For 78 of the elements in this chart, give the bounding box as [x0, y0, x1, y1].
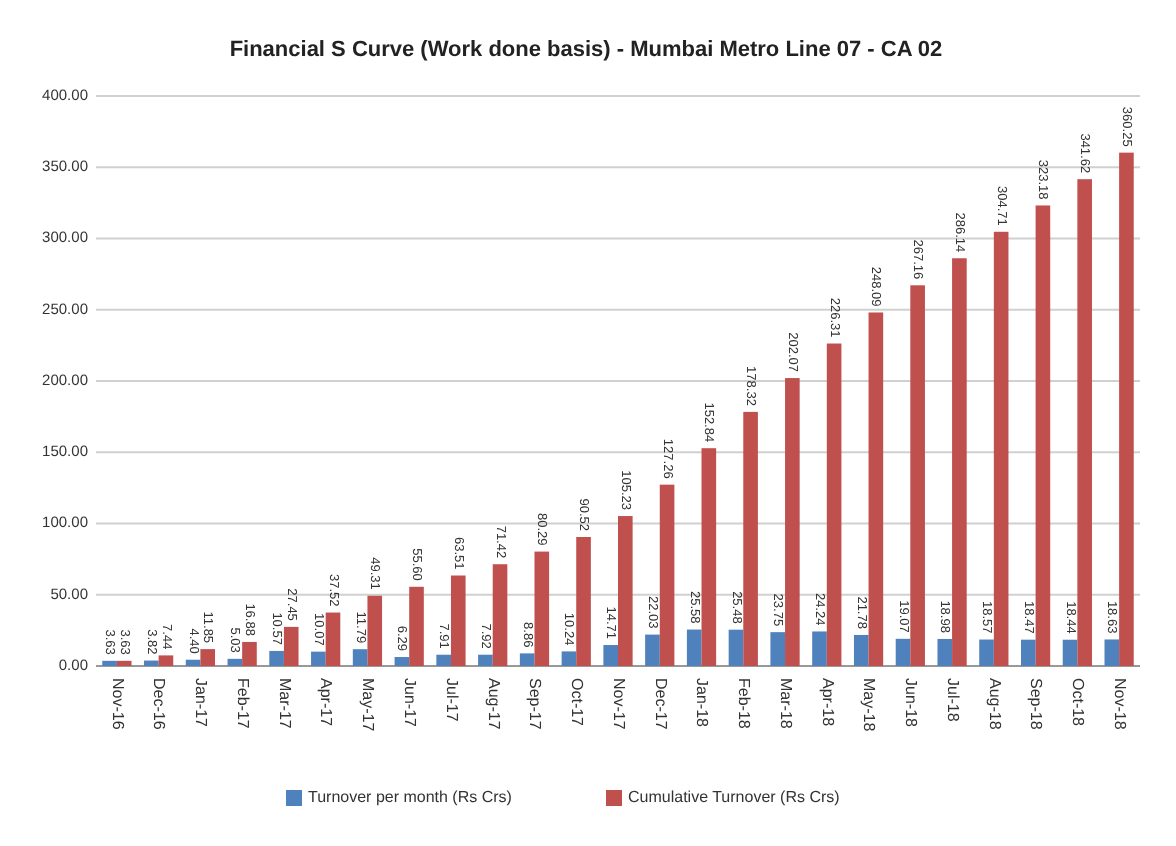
legend-label: Turnover per month (Rs Crs) — [308, 788, 513, 807]
bar — [826, 343, 842, 666]
legend-label: Cumulative Turnover (Rs Crs) — [628, 788, 841, 807]
bar — [227, 658, 243, 666]
x-tick-label: Oct-18 — [1069, 678, 1088, 728]
bar — [436, 654, 451, 666]
bar — [519, 653, 535, 666]
x-tick-label: Apr-18 — [818, 678, 837, 728]
bar — [1062, 639, 1078, 666]
x-tick-label: Mar-18 — [776, 678, 795, 730]
bar — [116, 660, 132, 666]
x-tick-label: Nov-17 — [609, 678, 628, 731]
bar — [1119, 152, 1134, 666]
x-tick-label: Mar-17 — [275, 678, 294, 730]
bar — [478, 654, 493, 666]
x-tick-label: Aug-17 — [484, 678, 503, 731]
bar — [450, 575, 466, 666]
x-tick-label: Dec-16 — [150, 678, 169, 731]
bar — [325, 612, 341, 666]
x-tick-label: Oct-17 — [568, 678, 587, 728]
bar — [367, 595, 383, 666]
bar — [102, 660, 117, 666]
bar — [895, 638, 911, 666]
x-tick-label: May-17 — [359, 678, 378, 733]
x-tick-label: Feb-17 — [233, 678, 252, 730]
bar — [603, 645, 618, 666]
x-tick-label: Nov-16 — [108, 678, 127, 731]
x-tick-label: May-18 — [860, 678, 879, 733]
x-tick-label: Jun-17 — [400, 678, 419, 729]
bar — [868, 312, 884, 666]
bar — [952, 258, 967, 666]
bar — [1077, 179, 1092, 666]
bar — [785, 378, 800, 666]
bar — [200, 649, 216, 666]
bar — [1035, 205, 1051, 666]
bar — [144, 660, 159, 666]
bar — [283, 626, 299, 666]
bar — [576, 537, 591, 666]
bar — [534, 551, 550, 666]
bar — [185, 659, 201, 666]
bar — [743, 411, 758, 666]
bar — [993, 231, 1009, 666]
x-tick-label: Sep-17 — [526, 678, 545, 731]
x-tick-label: Jul-17 — [442, 678, 461, 723]
bar — [979, 639, 994, 666]
bar — [910, 285, 925, 666]
bar — [269, 650, 284, 666]
bar — [352, 649, 368, 666]
bar — [728, 629, 744, 666]
bar — [812, 631, 827, 666]
x-tick-label: Jan-17 — [192, 678, 211, 729]
bar — [1104, 639, 1120, 666]
x-tick-label: Jun-18 — [902, 678, 921, 729]
x-tick-label: Jan-18 — [693, 678, 712, 729]
bar — [853, 634, 869, 666]
bar — [311, 651, 326, 666]
bar — [770, 632, 786, 666]
bar — [701, 448, 717, 666]
bar — [1020, 639, 1036, 666]
bar — [158, 655, 174, 666]
bar — [686, 629, 702, 666]
x-tick-label: Nov-18 — [1110, 678, 1129, 731]
bar — [659, 484, 675, 666]
x-tick-label: Aug-18 — [985, 678, 1004, 731]
bar — [394, 657, 410, 666]
x-tick-label: Dec-17 — [651, 678, 670, 731]
bar — [561, 651, 577, 666]
bar — [492, 564, 508, 666]
bar — [645, 634, 660, 666]
x-tick-label: Sep-18 — [1027, 678, 1046, 731]
bar — [242, 641, 257, 666]
bar — [409, 586, 424, 666]
x-tick-label: Feb-18 — [735, 678, 754, 730]
x-tick-label: Apr-17 — [317, 678, 336, 728]
x-tick-label: Jul-18 — [943, 678, 962, 723]
chart-title: Financial S Curve (Work done basis) - Mumbai Metro Line 07 - CA 02 — [229, 38, 943, 62]
bar — [937, 638, 953, 666]
bar — [618, 516, 633, 666]
